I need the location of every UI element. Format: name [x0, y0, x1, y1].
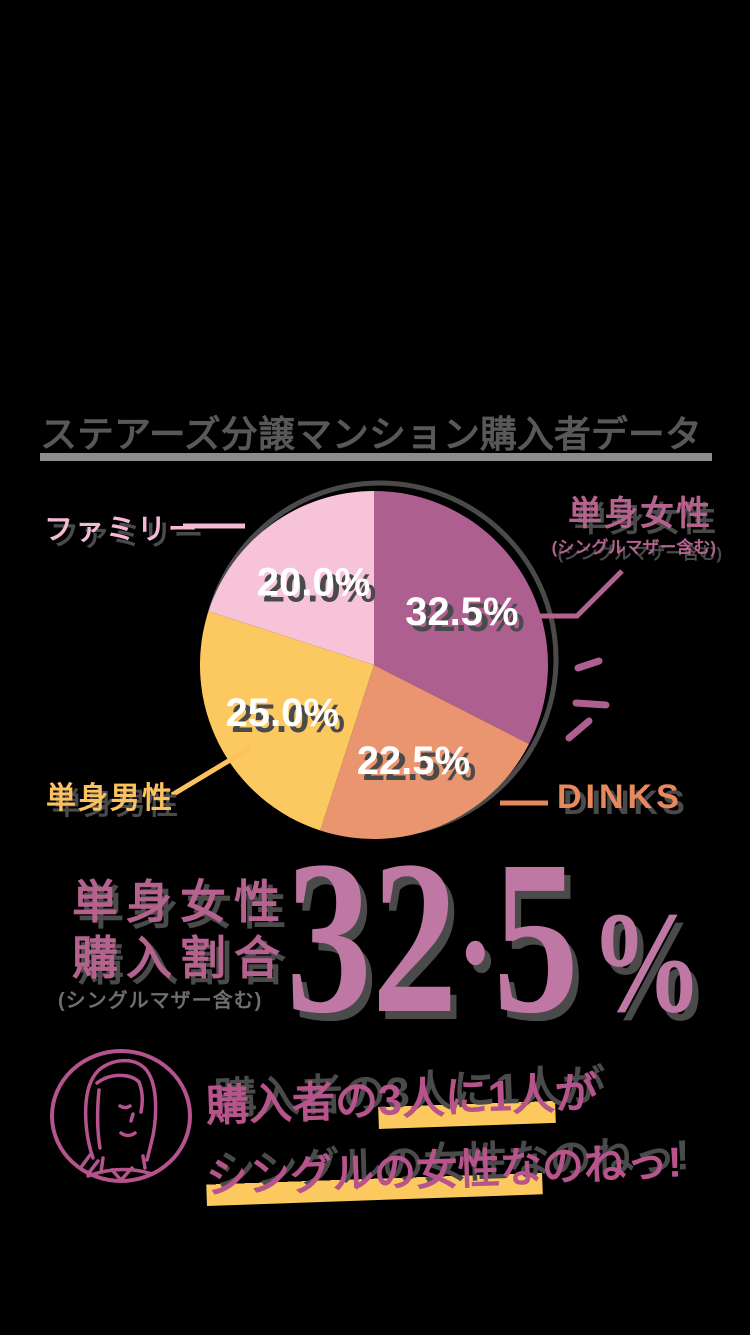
featured-value-integer: 32	[286, 815, 458, 1059]
pie-value-labels: 32.5% 22.5% 25.0% 20.0%	[225, 561, 518, 784]
page-title: ステアーズ分譲マンション購入者データ	[40, 414, 702, 455]
featured-value-fraction: 5	[493, 815, 579, 1059]
featured-value-unit: %	[589, 883, 703, 1043]
pie-slice	[199, 611, 374, 831]
title-underline	[40, 453, 712, 461]
leader-line-single-women	[540, 569, 624, 619]
callout-line1-highlighted: 3人に1人	[377, 1070, 556, 1129]
pie-slices	[199, 491, 548, 840]
featured-label-line1: 単身女性	[72, 876, 288, 928]
featured-label-line2: 購入割合	[72, 932, 288, 984]
pie-slice	[208, 491, 374, 665]
featured-value-separator: .	[460, 830, 490, 996]
slice-label-family: ファミリー	[44, 514, 200, 546]
pie-value-label: 22.5%	[357, 739, 470, 783]
emphasis-marks-icon	[565, 657, 610, 742]
callout-line1: 購入者の3人に1人が	[205, 1058, 599, 1134]
pie-value-label: 20.0%	[257, 561, 370, 605]
callout-line2-post: のねっ!	[541, 1138, 683, 1191]
slice-label-single-women: 単身女性	[568, 495, 712, 533]
slice-sublabel-single-women: (シングルマザー含む)	[551, 538, 716, 557]
slice-label-dinks: DINKS	[557, 778, 683, 816]
pie-slice	[320, 665, 529, 840]
slice-label-single-men: 単身男性	[46, 782, 174, 815]
callout-line1-post: が	[553, 1069, 599, 1119]
callout-line1-pre: 購入者の	[205, 1077, 379, 1132]
featured-value: 32 . 5 %	[286, 815, 703, 1059]
woman-face-icon	[50, 1049, 192, 1183]
pie-slice	[374, 491, 548, 744]
pie-value-label: 25.0%	[225, 691, 338, 735]
featured-note: (シングルマザー含む)	[58, 990, 263, 1012]
pie-value-label: 32.5%	[405, 590, 518, 634]
leader-line-single-men	[170, 745, 252, 798]
